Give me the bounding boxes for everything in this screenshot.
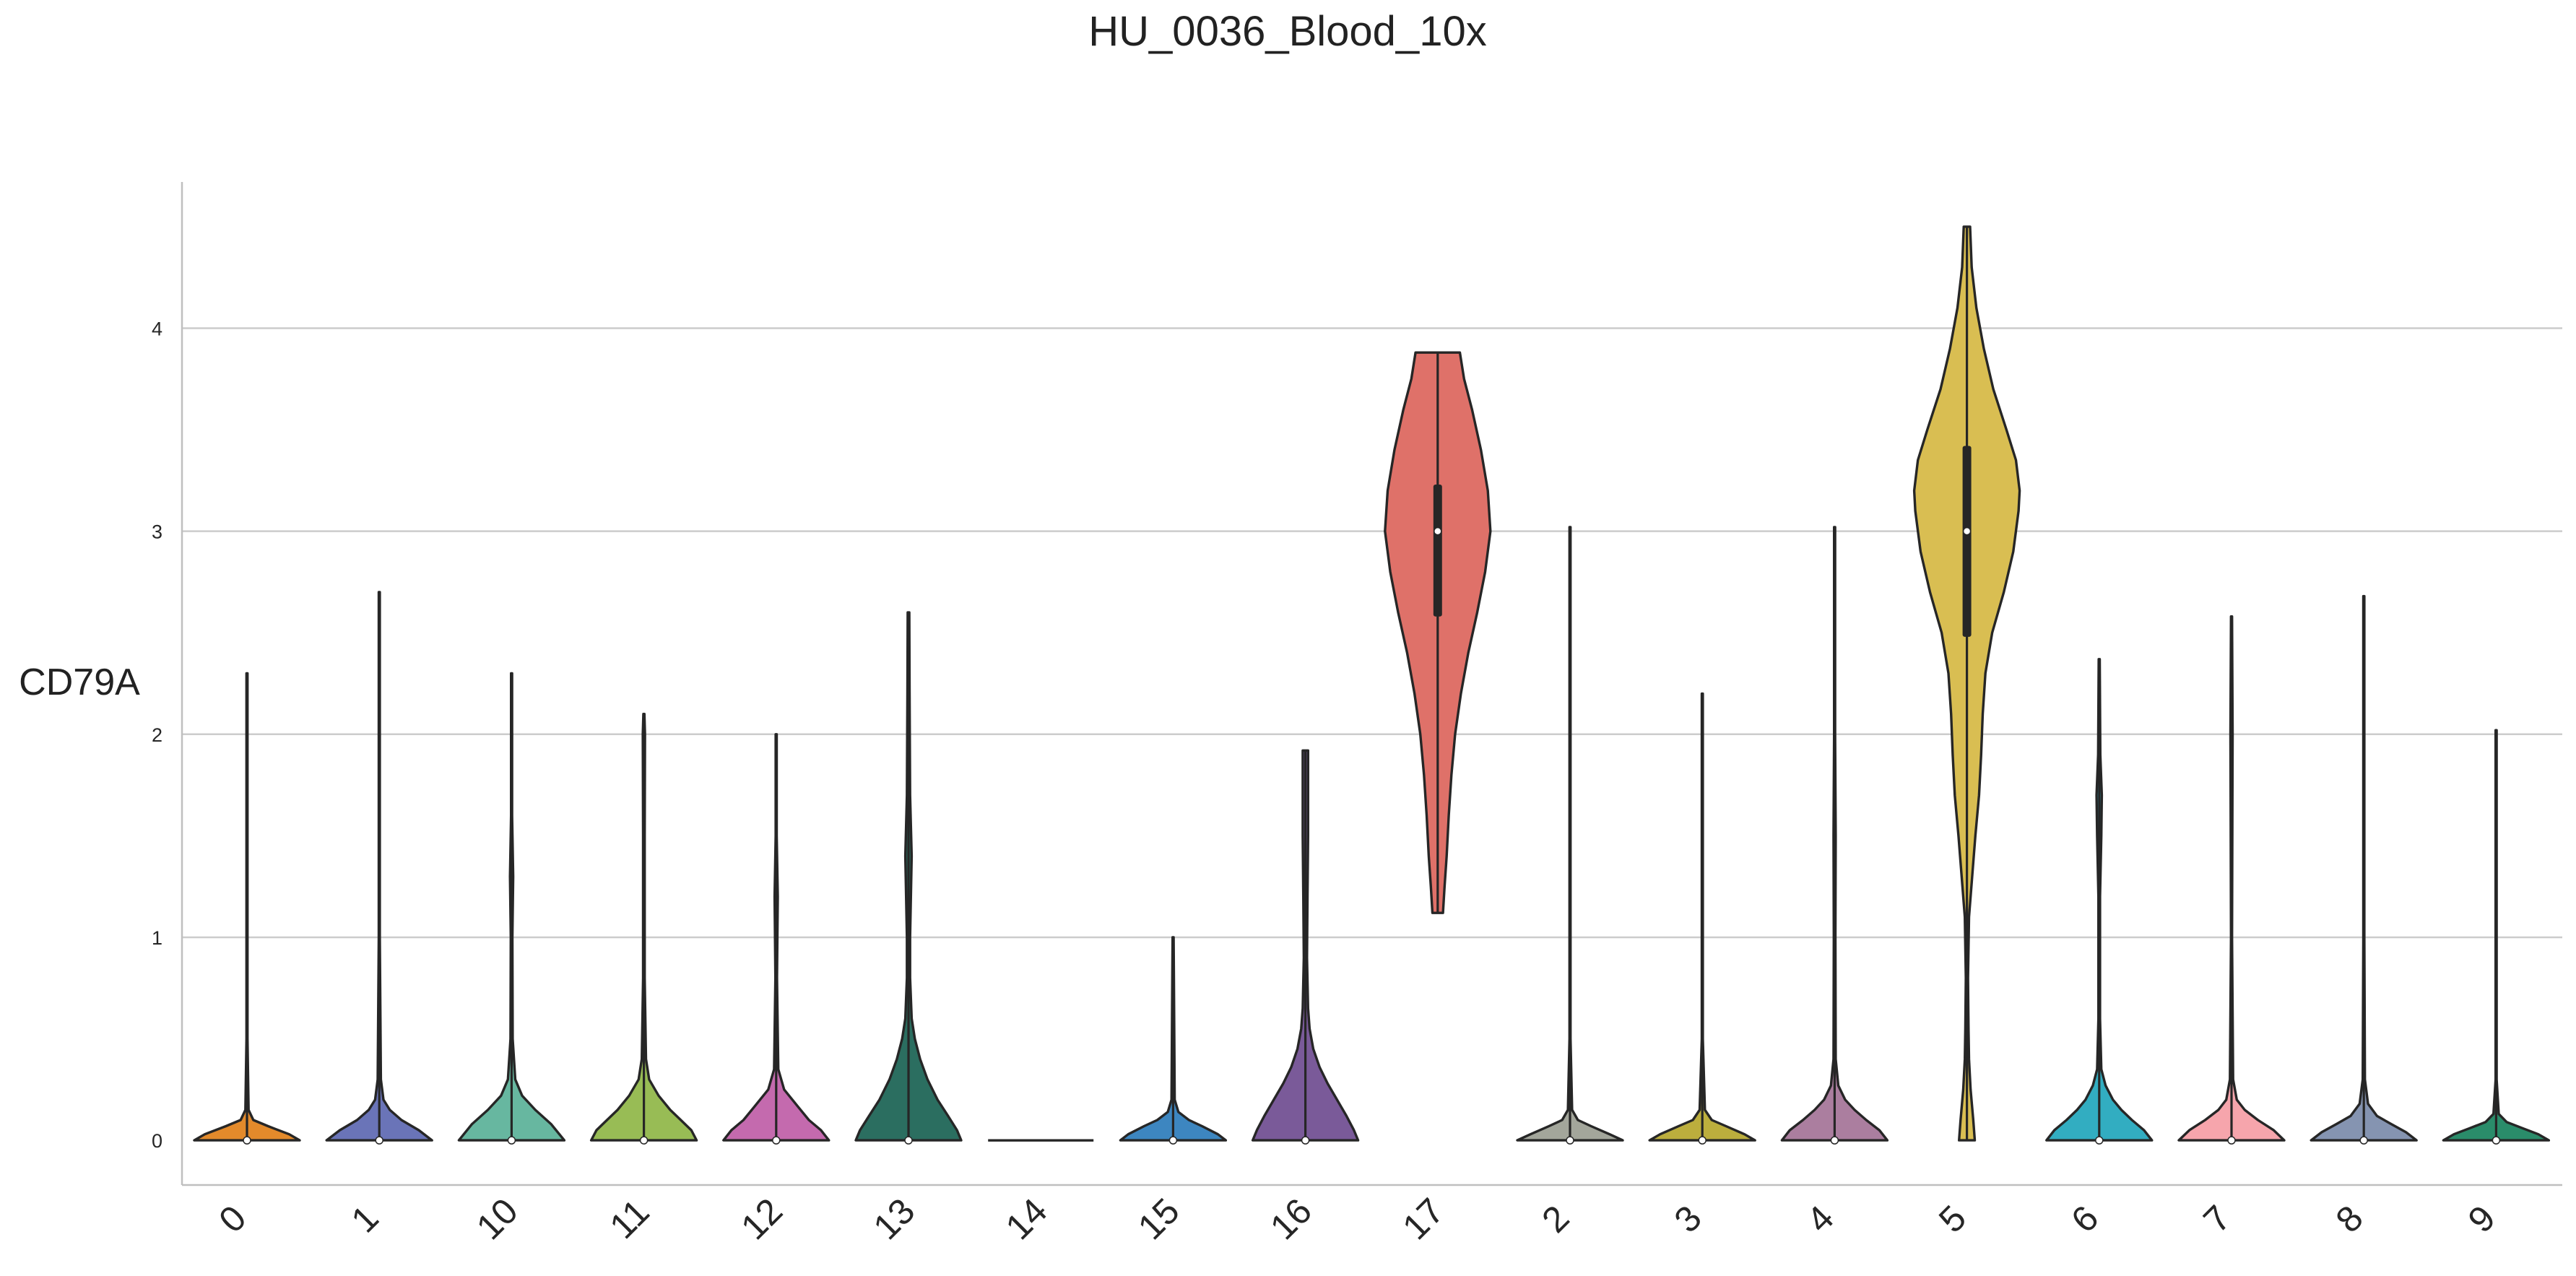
x-tick-6: 6 xyxy=(2063,1197,2106,1240)
violin-median-2 xyxy=(1566,1136,1574,1145)
violin-15 xyxy=(1119,936,1228,1145)
violin-median-8 xyxy=(2359,1136,2368,1145)
x-tick-15: 15 xyxy=(1130,1191,1187,1248)
x-tick-11: 11 xyxy=(602,1192,656,1246)
y-tick-3: 3 xyxy=(152,521,162,543)
x-tick-2: 2 xyxy=(1534,1197,1577,1240)
violin-median-11 xyxy=(639,1136,649,1145)
x-tick-17: 17 xyxy=(1395,1191,1452,1248)
violin-16 xyxy=(1251,749,1360,1145)
x-tick-5: 5 xyxy=(1931,1197,1974,1240)
violin-5 xyxy=(1912,225,2021,1142)
x-tick-10: 10 xyxy=(469,1191,526,1248)
violin-3 xyxy=(1648,692,1756,1145)
violin-median-12 xyxy=(772,1136,781,1145)
gridlines xyxy=(182,327,2562,939)
violin-2 xyxy=(1516,526,1624,1145)
x-tick-13: 13 xyxy=(866,1191,923,1248)
violin-box-17 xyxy=(1433,484,1442,617)
violin-17 xyxy=(1384,351,1492,914)
violin-1 xyxy=(325,591,433,1145)
y-tick-1: 1 xyxy=(152,927,162,949)
violin-median-3 xyxy=(1698,1136,1707,1145)
violin-9 xyxy=(2442,729,2551,1145)
y-tick-4: 4 xyxy=(152,318,162,339)
x-tick-3: 3 xyxy=(1667,1197,1709,1240)
violins xyxy=(193,225,2551,1145)
chart-title: HU_0036_Blood_10x xyxy=(1088,8,1486,55)
x-tick-4: 4 xyxy=(1799,1197,1842,1240)
violin-box-5 xyxy=(1962,446,1972,637)
x-tick-16: 16 xyxy=(1262,1191,1319,1248)
violin-median-17 xyxy=(1434,526,1442,536)
x-tick-1: 1 xyxy=(344,1197,386,1240)
x-tick-labels: 0 1 10 11 12 13 14 15 16 17 2 3 4 5 6 7 8 9 xyxy=(211,1191,2503,1248)
violin-11 xyxy=(589,713,698,1145)
violin-median-15 xyxy=(1168,1136,1178,1145)
violin-4 xyxy=(1780,526,1889,1145)
violin-median-16 xyxy=(1301,1136,1310,1145)
violin-0 xyxy=(193,672,301,1145)
violin-12 xyxy=(722,733,831,1145)
x-tick-12: 12 xyxy=(733,1191,790,1248)
x-tick-14: 14 xyxy=(998,1191,1055,1248)
violin-6 xyxy=(2045,658,2154,1145)
violin-median-6 xyxy=(2095,1136,2104,1145)
violin-median-7 xyxy=(2227,1136,2236,1145)
violin-median-10 xyxy=(507,1136,516,1145)
x-tick-7: 7 xyxy=(2195,1197,2238,1240)
x-tick-8: 8 xyxy=(2328,1197,2371,1240)
violin-median-4 xyxy=(1830,1136,1839,1145)
x-tick-9: 9 xyxy=(2460,1197,2503,1240)
violin-median-5 xyxy=(1962,526,1972,536)
x-tick-0: 0 xyxy=(211,1197,253,1240)
violin-13 xyxy=(854,611,963,1145)
y-tick-2: 2 xyxy=(152,724,162,746)
violin-10 xyxy=(457,672,566,1145)
violin-median-13 xyxy=(904,1136,913,1145)
violin-median-9 xyxy=(2492,1136,2501,1145)
violin-8 xyxy=(2310,594,2418,1145)
y-axis-label: CD79A xyxy=(19,661,140,703)
violin-median-0 xyxy=(243,1136,251,1145)
y-tick-labels: 0 1 2 3 4 xyxy=(152,318,162,1152)
y-tick-0: 0 xyxy=(152,1130,162,1152)
violin-7 xyxy=(2177,615,2286,1145)
violin-median-1 xyxy=(375,1136,383,1145)
